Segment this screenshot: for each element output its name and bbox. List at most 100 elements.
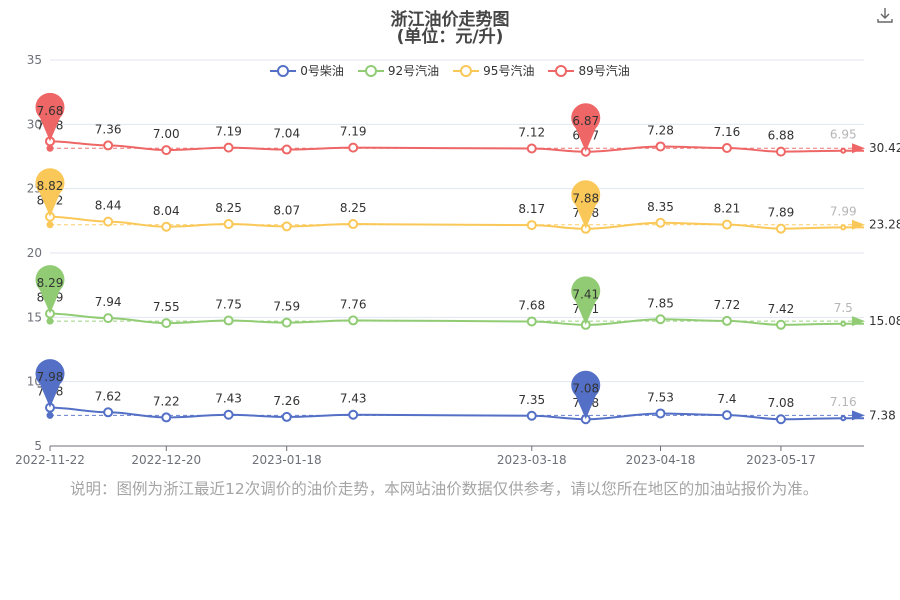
data-point — [281, 221, 292, 232]
data-point — [526, 410, 537, 421]
data-point — [721, 219, 732, 230]
pin-label: 7.68 — [37, 104, 64, 118]
data-label: 7.22 — [153, 394, 180, 408]
data-point — [281, 317, 292, 328]
y-tick-label: 35 — [27, 53, 42, 67]
pin-shape — [571, 276, 601, 325]
data-point — [161, 145, 172, 156]
y-tick-label: 5 — [34, 439, 42, 453]
data-label: 7.4 — [717, 392, 736, 406]
series-line — [49, 312, 864, 326]
data-label: 7.16 — [830, 395, 857, 409]
data-point — [161, 318, 172, 329]
pin-label: 8.29 — [37, 276, 64, 290]
x-tick-label: 2023-03-18 — [497, 453, 567, 467]
data-label: 7.43 — [340, 392, 367, 406]
data-point — [223, 315, 234, 326]
data-point — [840, 320, 847, 327]
data-point — [721, 315, 732, 326]
data-point — [281, 144, 292, 155]
legend-line-icon — [453, 64, 480, 77]
legend-line-icon — [548, 64, 575, 77]
data-point — [721, 410, 732, 421]
legend-item[interactable]: 95号汽油 — [453, 62, 534, 79]
series-line — [49, 215, 864, 230]
data-label: 7.59 — [273, 300, 300, 314]
max-marker: 8.82 — [35, 168, 65, 217]
data-point — [526, 220, 537, 231]
data-point — [775, 414, 786, 425]
legend-line-icon — [357, 64, 384, 77]
series-line — [49, 140, 864, 153]
data-label: 7.16 — [714, 125, 741, 139]
data-point — [526, 316, 537, 327]
legend-item[interactable]: 92号汽油 — [357, 62, 439, 79]
average-line-start — [46, 317, 54, 325]
max-marker: 7.68 — [35, 92, 65, 142]
data-point — [655, 217, 666, 228]
data-label: 7.12 — [518, 126, 545, 140]
data-label: 7.04 — [273, 127, 300, 141]
data-point — [655, 408, 666, 419]
legend-item[interactable]: 0号柴油 — [270, 62, 344, 79]
data-label: 7.99 — [830, 204, 857, 218]
legend-label: 95号汽油 — [483, 64, 535, 78]
data-point — [103, 407, 114, 418]
data-point — [223, 409, 234, 420]
data-point — [161, 412, 172, 423]
average-line-label: 30.42 — [869, 141, 900, 155]
data-label: 7.76 — [340, 297, 367, 311]
average-line-label: 7.38 — [869, 408, 896, 422]
pin-shape — [35, 265, 65, 314]
chart-title: 浙江油价走势图 — [390, 10, 510, 30]
min-marker: 7.41 — [571, 276, 601, 325]
legend-item[interactable]: 89号汽油 — [548, 62, 630, 79]
data-label: 8.44 — [95, 199, 122, 213]
data-point — [348, 142, 359, 153]
y-tick-label: 15 — [27, 310, 42, 324]
data-label: 7.42 — [768, 302, 795, 316]
data-label: 8.25 — [340, 201, 367, 215]
pin-shape — [571, 103, 601, 152]
data-point — [223, 142, 234, 153]
data-point — [223, 219, 234, 230]
average-line-arrow — [852, 143, 865, 154]
x-tick-label: 2023-05-17 — [746, 453, 816, 467]
data-point — [103, 216, 114, 227]
data-label: 7.72 — [714, 298, 741, 312]
average-line-arrow — [852, 219, 865, 230]
data-label: 7.62 — [95, 389, 122, 403]
data-label: 7.43 — [215, 392, 242, 406]
min-marker: 7.88 — [571, 180, 601, 229]
data-label: 7.26 — [273, 394, 300, 408]
data-point — [103, 140, 114, 151]
legend-label: 89号汽油 — [578, 64, 630, 78]
pin-label: 8.82 — [37, 179, 64, 193]
data-label: 7.75 — [215, 298, 242, 312]
data-label: 7.00 — [153, 127, 180, 141]
data-point — [840, 147, 847, 154]
pin-label: 6.87 — [572, 114, 599, 128]
min-marker: 7.08 — [571, 370, 601, 420]
data-point — [840, 224, 847, 231]
x-tick-label: 2022-12-20 — [131, 453, 201, 467]
chart-subtitle: (单位：元/升) — [396, 27, 504, 47]
data-label: 7.53 — [647, 390, 674, 404]
max-marker: 7.98 — [35, 359, 65, 408]
data-point — [161, 221, 172, 232]
data-point — [721, 143, 732, 154]
data-label: 7.89 — [768, 206, 795, 220]
average-line-arrow — [852, 410, 865, 421]
series-line — [49, 406, 864, 421]
average-line-arrow — [852, 316, 865, 327]
y-tick-label: 30 — [27, 117, 42, 131]
download-icon[interactable] — [876, 6, 894, 24]
average-line-start — [46, 221, 54, 229]
data-label: 7.28 — [647, 123, 674, 137]
data-label: 6.95 — [830, 128, 857, 142]
data-point — [655, 141, 666, 152]
legend-line-icon — [270, 64, 297, 77]
data-point — [775, 319, 786, 330]
pin-label: 7.41 — [572, 287, 599, 301]
